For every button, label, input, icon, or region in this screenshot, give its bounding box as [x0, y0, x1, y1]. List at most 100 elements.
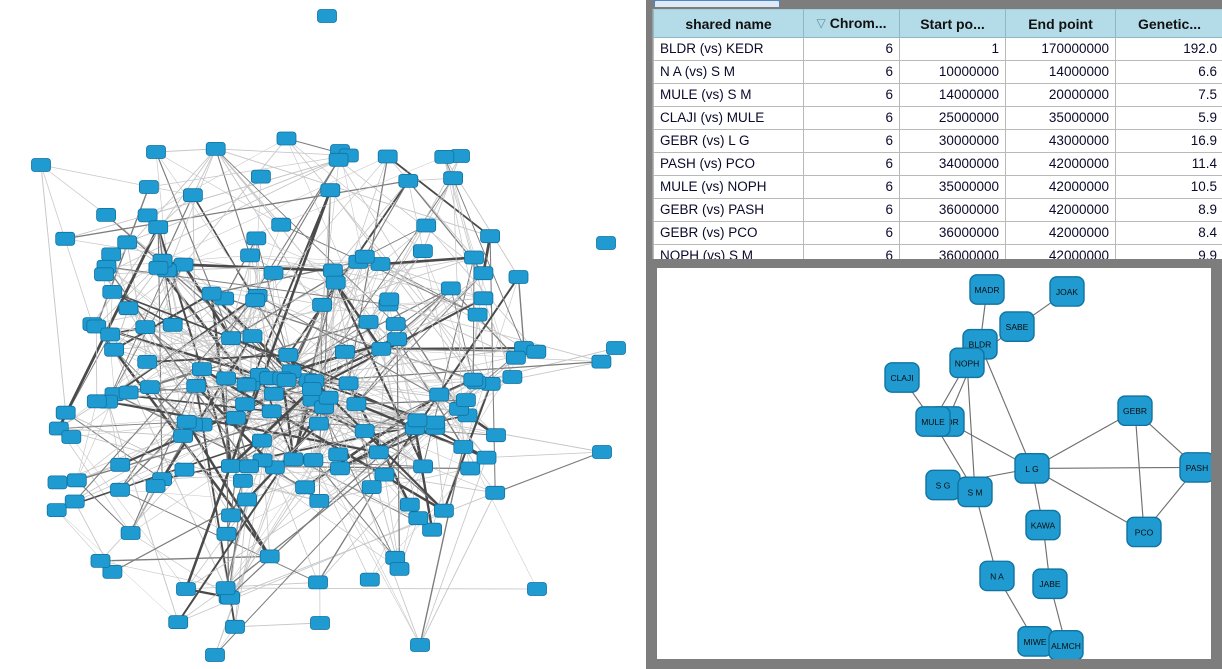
node-shape[interactable] [276, 131, 297, 146]
cell-chromosome[interactable]: 6 [803, 129, 900, 153]
main-network-node[interactable] [412, 244, 433, 259]
main-network-node[interactable] [216, 526, 237, 541]
main-network-node[interactable] [301, 382, 322, 397]
node-shape[interactable] [410, 638, 430, 652]
cell-start_point[interactable]: 35000000 [899, 175, 1006, 199]
main-network-edge[interactable] [155, 151, 282, 226]
node-shape[interactable] [596, 236, 616, 250]
main-network-node[interactable] [413, 459, 434, 474]
node-shape[interactable] [182, 188, 203, 203]
main-network-edge[interactable] [65, 412, 185, 471]
main-network-edge[interactable] [396, 339, 401, 569]
main-network-edge[interactable] [434, 357, 517, 429]
main-network-node[interactable] [242, 329, 263, 344]
main-network-node[interactable] [295, 480, 316, 495]
cell-end_point[interactable]: 42000000 [1005, 152, 1116, 176]
cell-genetic[interactable]: 192.0 [1115, 37, 1222, 61]
main-network-node[interactable] [117, 235, 138, 250]
main-network-edge[interactable] [161, 194, 194, 261]
main-network-node[interactable] [110, 482, 130, 497]
main-network-node[interactable] [387, 332, 408, 347]
node-shape[interactable] [312, 297, 333, 312]
node-shape[interactable] [476, 450, 497, 465]
node-shape[interactable] [104, 342, 124, 357]
main-network-node[interactable] [322, 263, 343, 278]
cell-start_point[interactable]: 36000000 [899, 198, 1006, 222]
cell-start_point[interactable]: 36000000 [899, 244, 1006, 259]
main-network-edge[interactable] [225, 587, 538, 590]
main-network-node[interactable] [317, 9, 337, 23]
subnetwork-node[interactable]: S G [925, 469, 961, 501]
main-network-edge[interactable] [215, 148, 396, 325]
table-body[interactable]: BLDR (vs) KEDR 6 1 170000000 192.0 N A (vs) S… [653, 37, 1222, 259]
main-network-node[interactable] [309, 493, 330, 508]
node-shape[interactable] [146, 145, 166, 159]
main-network-node[interactable] [389, 562, 410, 576]
main-network-node[interactable] [225, 410, 246, 425]
node-shape[interactable] [606, 341, 626, 355]
node-shape[interactable] [55, 231, 76, 246]
node-shape[interactable] [239, 459, 260, 474]
main-network-edge[interactable] [145, 297, 484, 328]
main-network-edge[interactable] [450, 288, 474, 380]
main-network-node[interactable] [473, 291, 494, 306]
main-network-node[interactable] [186, 378, 207, 393]
node-shape[interactable] [251, 433, 272, 448]
main-network-node[interactable] [278, 347, 299, 362]
main-network-node[interactable] [354, 249, 375, 264]
main-network-node[interactable] [453, 440, 474, 454]
main-network-edge[interactable] [419, 446, 464, 646]
main-network-edge[interactable] [95, 326, 98, 402]
node-shape[interactable] [242, 329, 263, 344]
cell-start_point[interactable]: 30000000 [899, 129, 1006, 153]
main-network-edge[interactable] [40, 164, 107, 216]
node-shape[interactable] [460, 461, 481, 476]
main-network-edge[interactable] [517, 276, 525, 349]
main-network-node[interactable] [346, 397, 367, 411]
node-shape[interactable] [64, 494, 85, 509]
node-shape[interactable] [346, 397, 367, 411]
node-shape[interactable] [46, 503, 67, 518]
main-network-node[interactable] [221, 331, 242, 346]
node-shape[interactable] [220, 459, 241, 473]
main-network-node[interactable] [416, 218, 437, 233]
cell-genetic[interactable]: 7.5 [1115, 83, 1222, 107]
main-network-node[interactable] [216, 371, 237, 386]
node-shape[interactable] [1117, 395, 1153, 427]
subnetwork-node[interactable]: KAWA [1025, 509, 1061, 541]
subnetwork-edge[interactable] [1031, 466, 1198, 469]
main-network-edge[interactable] [148, 155, 349, 188]
main-network-edge[interactable] [215, 148, 282, 226]
main-network-node[interactable] [102, 565, 123, 579]
main-network-node[interactable] [86, 394, 107, 409]
subnetwork-canvas[interactable]: JOAKMADRSABEBLDRNOPHCLAJIGEBRKEDRMULEL G… [657, 268, 1211, 659]
main-network-edge[interactable] [192, 194, 256, 301]
node-shape[interactable] [408, 511, 429, 526]
main-network-edge[interactable] [185, 581, 319, 590]
main-network-node[interactable] [325, 275, 346, 290]
main-network-node[interactable] [410, 638, 430, 652]
node-shape[interactable] [416, 218, 437, 233]
main-network-edge[interactable] [149, 386, 320, 502]
node-shape[interactable] [443, 171, 464, 186]
main-network-edge[interactable] [215, 148, 346, 353]
main-network-edge[interactable] [388, 298, 484, 305]
main-network-node[interactable] [271, 217, 292, 232]
main-network-node[interactable] [168, 615, 189, 629]
main-network-node[interactable] [443, 171, 464, 186]
subnetwork-edge[interactable] [979, 344, 1033, 469]
column-header-shared-name[interactable]: shared name [653, 9, 804, 38]
cell-chromosome[interactable]: 6 [803, 152, 900, 176]
node-shape[interactable] [310, 616, 330, 630]
main-network-node[interactable] [359, 572, 380, 587]
main-network-node[interactable] [320, 183, 341, 198]
main-network-node[interactable] [505, 350, 526, 365]
subnetwork-node[interactable]: JABE [1032, 568, 1068, 600]
cell-start_point[interactable]: 36000000 [899, 221, 1006, 245]
main-network-edge[interactable] [313, 263, 381, 382]
cell-chromosome[interactable]: 6 [803, 198, 900, 222]
main-network-edge[interactable] [271, 348, 382, 412]
main-network-node[interactable] [176, 414, 197, 429]
node-shape[interactable] [370, 257, 391, 271]
main-network-node[interactable] [502, 370, 523, 384]
